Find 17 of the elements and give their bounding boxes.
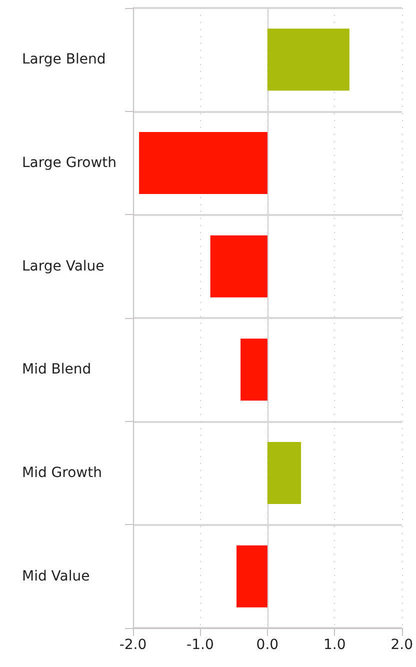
bar	[139, 132, 268, 194]
bar	[267, 442, 302, 504]
bar	[267, 28, 350, 91]
x-tick-label: -1.0	[186, 637, 214, 653]
y-tick-label: Large Blend	[22, 52, 106, 68]
y-tick-label: Mid Growth	[22, 465, 102, 481]
x-tick-label: -2.0	[119, 637, 147, 653]
y-tick-label: Large Value	[22, 258, 104, 274]
y-tick-label: Mid Value	[22, 568, 90, 584]
x-tick-label: 0.0	[256, 637, 279, 653]
bar	[210, 235, 268, 298]
x-tick-label: 1.0	[324, 637, 346, 653]
bar	[236, 545, 268, 608]
x-tick-label: 2.0	[390, 637, 413, 653]
y-tick-label: Mid Blend	[22, 362, 92, 378]
bar	[240, 338, 268, 401]
y-tick-label: Large Growth	[22, 155, 117, 171]
